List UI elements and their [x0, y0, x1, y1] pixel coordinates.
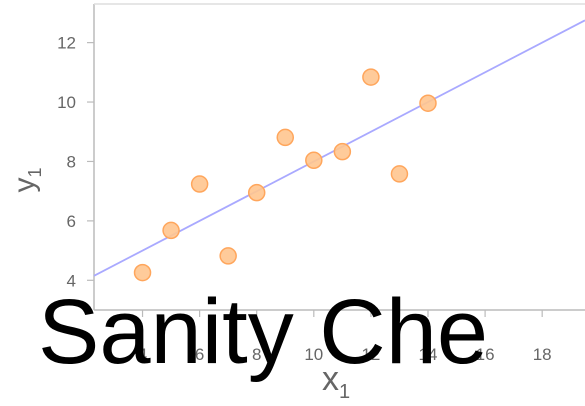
y-tick-label-10: 10 [57, 93, 76, 112]
y-tick-label-12: 12 [57, 34, 76, 53]
x-tick-label-6: 6 [195, 345, 204, 364]
x-tick-label-8: 8 [252, 345, 261, 364]
data-point-6 [276, 128, 295, 147]
x-tick-label-18: 18 [533, 345, 552, 364]
x-tick-label-12: 12 [361, 345, 380, 364]
axis-labels: x1 y1 [8, 167, 350, 403]
y-axis-label-main: y [8, 178, 41, 193]
x-axis-label: x1 [322, 360, 350, 403]
data-point-11 [419, 94, 437, 112]
data-point-7 [305, 151, 323, 170]
y-axis-label-subscript: 1 [25, 167, 45, 177]
y-axis-label: y1 [8, 167, 45, 192]
data-point-3 [190, 175, 209, 193]
overlay-caption: Sanity Che [38, 281, 489, 383]
data-point-2 [162, 221, 180, 240]
ticks: 4 6 8 10 12 4 6 8 10 12 14 16 18 [57, 34, 552, 364]
x-tick-label-10: 10 [304, 345, 323, 364]
y-tick-label-8: 8 [67, 152, 76, 171]
data-point-4 [219, 247, 237, 265]
y-tick-label-4: 4 [67, 271, 76, 290]
x-tick-label-4: 4 [138, 345, 147, 364]
x-tick-label-14: 14 [419, 345, 438, 364]
data-point-5 [247, 183, 266, 202]
data-point-9 [362, 68, 380, 86]
x-axis-label-subscript: 1 [339, 381, 350, 403]
data-point-10 [390, 165, 409, 183]
points [133, 68, 437, 282]
x-tick-label-16: 16 [476, 345, 495, 364]
data-point-8 [333, 142, 352, 161]
axes [93, 3, 585, 311]
y-tick-label-6: 6 [67, 212, 76, 231]
data-point-1 [133, 263, 152, 282]
x-axis-label-main: x [322, 360, 339, 398]
